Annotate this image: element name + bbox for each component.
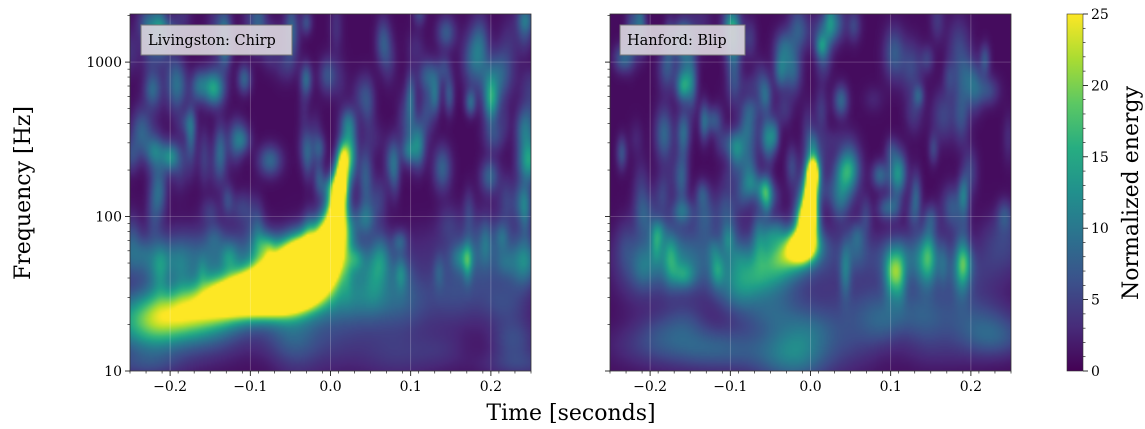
- x-tick-label: 0.0: [799, 379, 821, 395]
- colorbar-label: Normalized energy: [1119, 85, 1144, 300]
- x-tick-label: −0.1: [713, 379, 747, 395]
- y-tick-label: 100: [95, 210, 122, 226]
- x-tick-label: 0.2: [480, 379, 502, 395]
- colorbar: 0 5 10 15 20 25 Normalized energy: [1066, 7, 1144, 380]
- panel-label-hanford: Hanford: Blip: [619, 24, 746, 56]
- panel-label-text-livingston: Livingston: Chirp: [148, 33, 276, 49]
- colorbar-tick-label: 10: [1091, 221, 1109, 237]
- x-ticks-livingston: −0.2 −0.1 0.0 0.1 0.2: [129, 371, 532, 395]
- panel-label-text-hanford: Hanford: Blip: [627, 33, 727, 49]
- x-tick-label: 0.0: [319, 379, 341, 395]
- y-axis-title: Frequency [Hz]: [11, 106, 36, 280]
- y-ticks-livingston: 10 100 1000: [86, 15, 130, 380]
- y-ticks-hanford: [605, 15, 610, 372]
- x-ticks-hanford: −0.2 −0.1 0.0 0.1 0.2: [609, 371, 1012, 395]
- panel-hanford: Hanford: Blip −0.2 −0.1 0.0 0.1 0.2: [605, 13, 1012, 395]
- spectrogram-heatmap-hanford: [610, 14, 1011, 371]
- grid-lines-hanford: [610, 14, 1011, 372]
- colorbar-tick-label: 15: [1091, 150, 1109, 166]
- colorbar-tick-label: 25: [1091, 7, 1109, 23]
- x-tick-label: −0.1: [233, 379, 267, 395]
- x-axis-title: Time [seconds]: [486, 401, 655, 426]
- colorbar-tick-label: 5: [1091, 293, 1100, 309]
- x-tick-label: −0.2: [153, 379, 187, 395]
- colorbar-ticks: 0 5 10 15 20 25: [1083, 7, 1109, 380]
- panel-label-box: [619, 24, 746, 56]
- panel-label-livingston: Livingston: Chirp: [140, 24, 293, 56]
- colorbar-tick-label: 20: [1091, 78, 1109, 94]
- x-tick-label: 0.1: [880, 379, 902, 395]
- panel-livingston: Livingston: Chirp −0.2 −0.1 0.0 0.1 0.2 1010…: [86, 13, 532, 395]
- x-tick-label: −0.2: [633, 379, 667, 395]
- y-tick-label: 10: [104, 364, 122, 380]
- x-tick-label: 0.2: [960, 379, 982, 395]
- y-tick-label: 1000: [86, 55, 122, 71]
- colorbar-tick-label: 0: [1091, 364, 1100, 380]
- panel-label-box: [140, 24, 293, 56]
- x-tick-label: 0.1: [400, 379, 422, 395]
- colorbar-gradient: [1066, 13, 1084, 372]
- spectrogram-heatmap-livingston: [130, 14, 531, 371]
